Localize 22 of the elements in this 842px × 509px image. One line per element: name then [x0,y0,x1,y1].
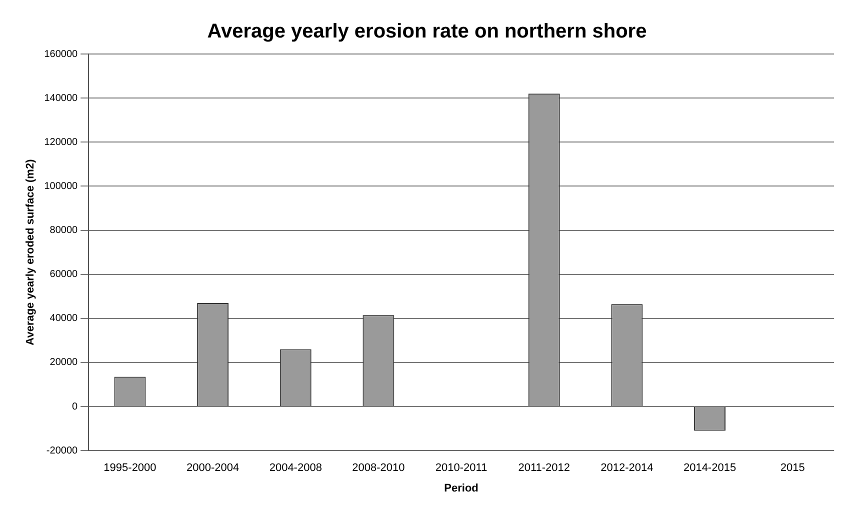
x-tick-label: 2000-2004 [186,462,240,474]
chart-title: Average yearly erosion rate on northern shore [207,20,647,43]
y-tick-label: 80000 [50,225,78,236]
y-tick-label: 120000 [44,136,78,148]
y-tick-label: 40000 [50,313,78,324]
x-tick-label: 2012-2014 [600,462,654,474]
x-tick-label: 2004-2008 [269,462,322,474]
y-tick-label: 60000 [50,269,78,280]
x-axis-title: Period [444,482,478,494]
y-tick-label: 0 [72,401,78,412]
x-tick-label: 2008-2010 [352,462,405,474]
x-tick-label: 2011-2012 [518,462,570,474]
x-tick-label: 2014-2015 [683,462,736,474]
x-tick-label: 2010-2011 [435,462,488,474]
y-tick-label: 100000 [44,180,78,192]
x-tick-label: 2015 [780,462,805,474]
y-tick-label: 140000 [44,92,78,104]
y-tick-label: -20000 [46,445,78,456]
x-tick-label: 1995-2000 [104,462,156,474]
y-tick-label: 160000 [44,48,78,60]
y-tick-label: 20000 [50,357,78,368]
y-axis-title: Average yearly eroded surface (m2) [24,158,37,346]
